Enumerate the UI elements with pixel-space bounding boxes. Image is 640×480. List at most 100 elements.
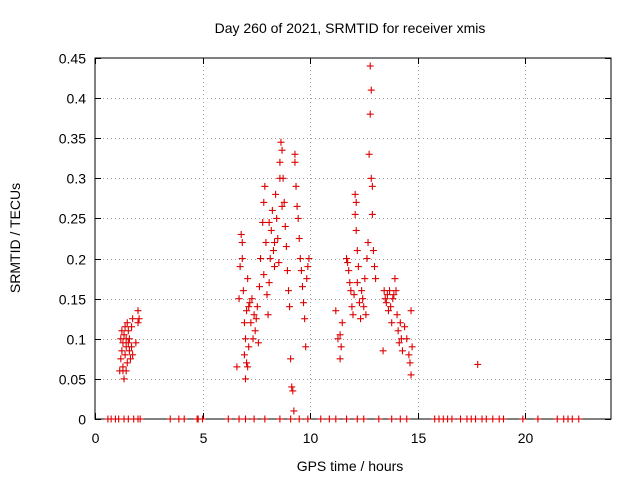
data-point [291,150,299,158]
data-point [289,387,297,395]
data-point [257,255,265,263]
data-point [132,339,140,347]
data-point [298,283,306,291]
data-point [125,347,133,355]
data-point [129,315,137,323]
data-point [365,150,373,158]
y-tick-label: 0.3 [67,171,87,187]
data-point [360,303,368,311]
data-point [366,62,374,70]
x-tick-label: 10 [303,430,319,446]
data-point [128,323,136,331]
data-point [575,415,583,423]
data-point [388,415,396,423]
data-point [353,247,361,255]
data-point [349,311,357,319]
data-point [300,299,308,307]
data-point [128,343,136,351]
data-point [248,295,256,303]
data-point [317,415,325,423]
data-point [343,415,351,423]
data-point [135,315,143,323]
data-point [252,315,260,323]
data-point [360,415,368,423]
data-point [266,255,274,263]
data-point [301,315,309,323]
data-point [394,327,402,335]
data-point [287,355,295,363]
data-point [401,323,409,331]
data-point [382,299,390,307]
data-point [366,110,374,118]
y-tick-label: 0.45 [59,51,86,67]
data-point [259,218,267,226]
data-point [368,182,376,190]
data-point [386,287,394,295]
data-point [281,222,289,230]
data-point [276,415,284,423]
y-tick-label: 0.15 [59,292,86,308]
data-point [325,415,333,423]
data-point [291,158,299,166]
data-point [255,283,263,291]
data-point [244,363,252,371]
data-point [568,415,576,423]
data-point [387,303,395,311]
data-point [129,351,137,359]
data-point [134,307,142,315]
data-point [302,343,310,351]
data-point [348,303,356,311]
data-point [403,415,411,423]
data-point [355,299,363,307]
y-tick-label: 0.35 [59,131,86,147]
data-point [362,311,370,319]
data-point [244,275,252,283]
data-point [472,415,480,423]
data-point [247,319,255,327]
data-point [457,415,464,423]
y-tick-label: 0 [78,412,86,428]
data-point [390,291,398,299]
data-point [369,247,377,255]
data-point [353,279,361,287]
data-point [118,327,126,335]
data-point [136,415,144,423]
data-point [245,343,253,351]
y-tick-label: 0.1 [67,332,87,348]
data-point [354,263,362,271]
data-point [389,295,397,303]
data-point [237,230,245,238]
data-point [351,210,359,218]
data-point [242,415,249,423]
data-point [249,335,257,343]
data-point [236,263,244,271]
data-point [272,190,280,198]
data-point [388,319,396,327]
gridlines [95,58,611,419]
data-point [277,138,285,146]
data-point [351,190,359,198]
data-point [121,323,129,331]
data-point [337,343,345,351]
data-point [264,311,272,319]
data-point [260,198,268,206]
data-point [293,202,301,210]
data-point [347,287,355,295]
data-point [303,275,311,283]
data-point [261,415,269,423]
data-point [120,375,128,383]
data-point [353,415,361,423]
data-point [371,263,378,271]
data-point [332,307,340,315]
data-point [283,267,291,275]
data-point [126,355,134,363]
data-point [199,415,206,423]
data-point [278,202,286,210]
data-point [265,218,273,226]
data-point [250,311,258,319]
data-point [271,263,279,271]
data-point [271,239,279,247]
data-point [403,335,411,343]
data-point [267,226,275,234]
